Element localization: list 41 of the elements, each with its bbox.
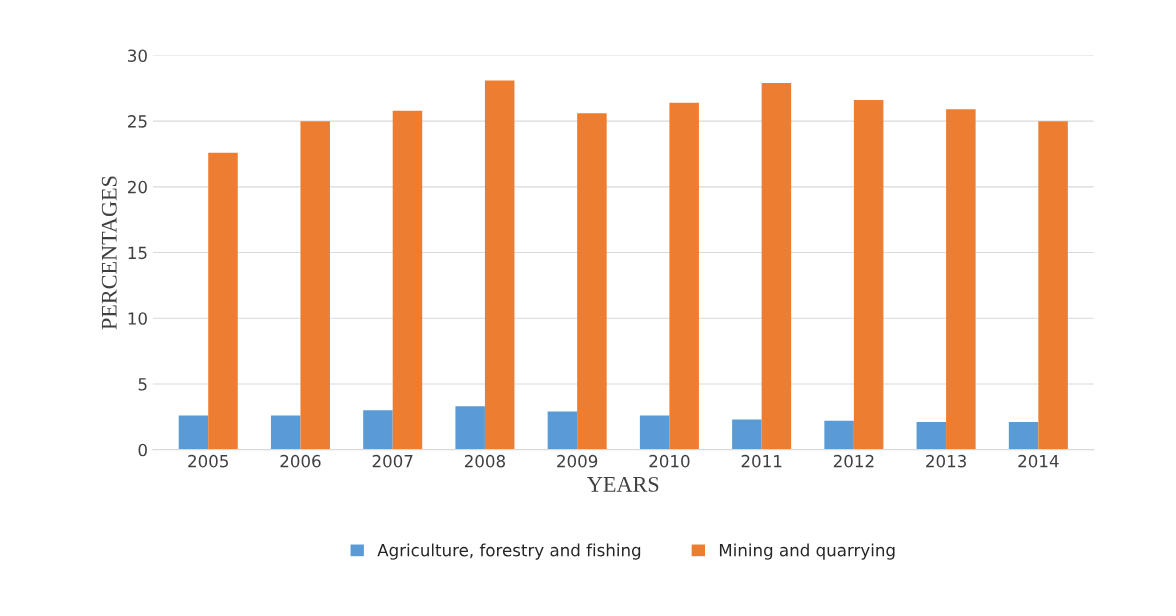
x-tick-label: 2007 [372, 454, 413, 468]
x-tick-label: 2006 [280, 454, 321, 468]
bar [853, 100, 884, 450]
bar [547, 411, 578, 450]
bar [392, 110, 423, 450]
bar [363, 410, 393, 450]
bar [300, 121, 330, 450]
x-tick-label: 2011 [741, 454, 782, 468]
x-tick-label: 2012 [833, 454, 874, 468]
y-tick-label: 10 [128, 312, 147, 325]
y-tick-label: 0 [138, 443, 147, 457]
x-tick-label: 2010 [649, 454, 690, 468]
bar [1038, 121, 1068, 450]
y-axis-title: PERCENTAGES [101, 176, 117, 330]
bar [761, 83, 792, 450]
bar [208, 152, 238, 450]
bar [455, 406, 485, 450]
x-tick-label: 2013 [926, 454, 966, 468]
x-tick-label: 2005 [188, 454, 228, 468]
bar [577, 113, 607, 450]
y-tick-label: 25 [128, 115, 147, 128]
y-tick-label: 30 [128, 49, 147, 63]
bar [824, 420, 854, 450]
bar [484, 80, 515, 450]
bar [178, 415, 209, 450]
bar [732, 419, 762, 450]
y-tick-label: 20 [128, 180, 147, 194]
y-tick-label: 5 [138, 378, 147, 391]
bar [639, 415, 670, 450]
x-tick-label: 2009 [557, 454, 598, 468]
bar [270, 415, 301, 450]
bar [916, 422, 947, 450]
x-axis-title: YEARS [587, 476, 659, 492]
bar [669, 102, 699, 450]
x-tick-label: 2008 [464, 454, 505, 468]
y-tick-label: 15 [128, 246, 147, 260]
legend-label: Mining and quarrying [719, 543, 895, 560]
bar [946, 109, 976, 450]
x-tick-label: 2014 [1018, 454, 1059, 468]
bar [1008, 422, 1039, 450]
legend-label: Agriculture, forestry and fishing [377, 543, 641, 560]
